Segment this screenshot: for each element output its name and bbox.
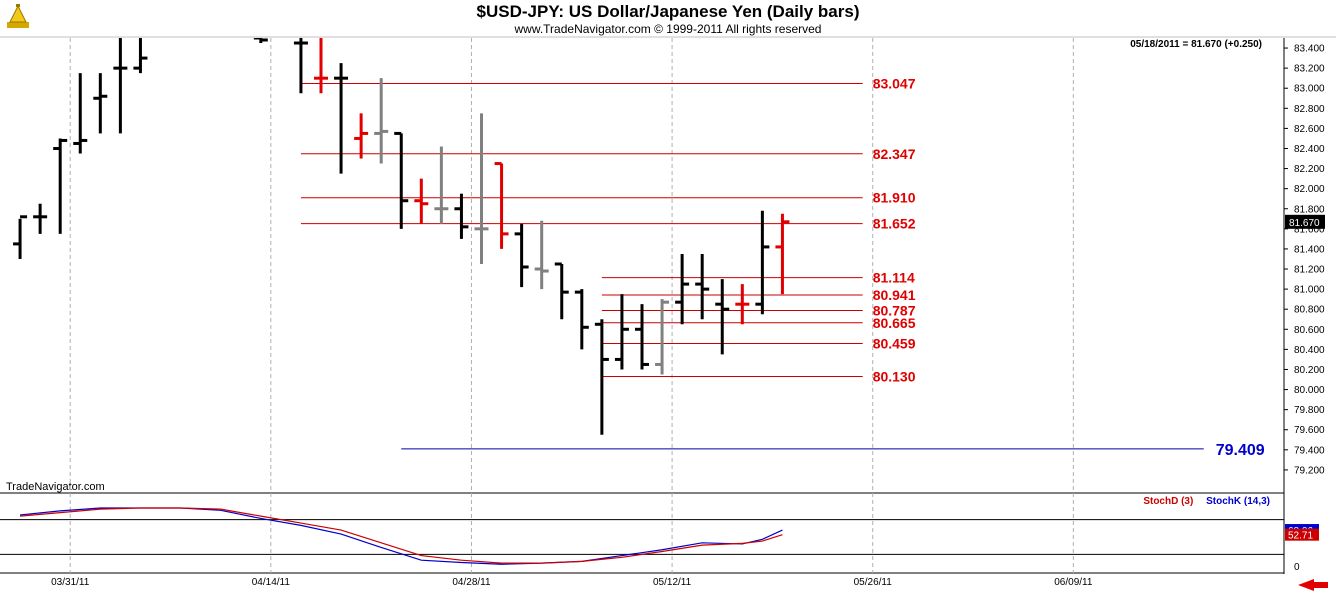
level-label: 80.941 (873, 287, 916, 303)
chart-subtitle: www.TradeNavigator.com © 1999-2011 All r… (514, 22, 822, 36)
x-tick-label: 06/09/11 (1054, 577, 1093, 588)
stoch-legend: StochD (3) StochK (14,3) (1143, 496, 1270, 507)
support-label: 79.409 (1216, 442, 1265, 459)
y-tick-label: 82.000 (1294, 184, 1325, 195)
y-tick-label: 79.400 (1294, 445, 1325, 456)
last-price-marker (1285, 214, 1325, 229)
level-label: 81.114 (873, 270, 915, 286)
y-tick-label: 81.800 (1294, 204, 1325, 215)
stoch-d-value: 52.71 (1288, 531, 1313, 542)
y-tick-label: 81.000 (1294, 285, 1325, 296)
ohlc-bars (13, 38, 790, 435)
y-tick-label: 81.400 (1294, 244, 1325, 255)
y-tick-label: 83.200 (1294, 64, 1325, 75)
x-tick-label: 03/31/11 (51, 577, 90, 588)
y-tick-label: 80.000 (1294, 385, 1325, 396)
stoch-d-marker (1285, 528, 1319, 541)
y-tick-label: 81.200 (1294, 265, 1325, 276)
y-tick-label: 82.400 (1294, 144, 1325, 155)
watermark: TradeNavigator.com (6, 481, 105, 493)
y-tick-label: 83.000 (1294, 84, 1325, 95)
stoch-d-line (20, 507, 783, 564)
level-label: 81.652 (873, 216, 916, 232)
y-tick-label: 80.200 (1294, 365, 1325, 376)
stoch-zero-label: 0 (1294, 562, 1300, 573)
level-label: 80.787 (873, 303, 916, 319)
price-readout: 05/18/2011 = 81.670 (+0.250) (1130, 39, 1262, 50)
level-label: 82.347 (873, 146, 916, 162)
scroll-arrow-tail (1314, 582, 1328, 588)
scroll-left-arrow-icon[interactable] (1298, 579, 1314, 591)
level-label: 80.130 (873, 368, 916, 384)
x-tick-label: 04/28/11 (452, 577, 491, 588)
y-tick-label: 82.200 (1294, 164, 1325, 175)
y-tick-label: 80.400 (1294, 345, 1325, 356)
y-tick-label: 82.800 (1294, 104, 1325, 115)
stoch-d-legend: StochD (3) (1143, 496, 1194, 507)
level-label: 80.459 (873, 335, 916, 351)
level-label: 81.910 (873, 190, 916, 206)
y-tick-label: 79.800 (1294, 405, 1325, 416)
y-tick-label: 80.600 (1294, 325, 1325, 336)
y-tick-label: 82.600 (1294, 124, 1325, 135)
y-tick-label: 79.600 (1294, 425, 1325, 436)
trade-navigator-logo-icon (7, 4, 29, 28)
level-label: 83.047 (873, 76, 916, 92)
x-tick-label: 05/26/11 (854, 577, 893, 588)
y-tick-label: 83.400 (1294, 44, 1325, 55)
x-tick-label: 04/14/11 (252, 577, 291, 588)
chart-title: $USD-JPY: US Dollar/Japanese Yen (Daily … (476, 2, 860, 21)
last-price-label: 81.670 (1289, 218, 1320, 229)
stoch-k-line (20, 507, 783, 565)
y-tick-label: 79.200 (1294, 465, 1325, 476)
y-tick-label: 80.800 (1294, 305, 1325, 316)
chart-header: $USD-JPY: US Dollar/Japanese Yen (Daily … (0, 0, 1336, 38)
level-label: 80.665 (873, 315, 916, 331)
y-tick-label: 81.600 (1294, 224, 1325, 235)
x-tick-label: 05/12/11 (653, 577, 692, 588)
stoch-k-legend: StochK (14,3) (1206, 496, 1270, 507)
